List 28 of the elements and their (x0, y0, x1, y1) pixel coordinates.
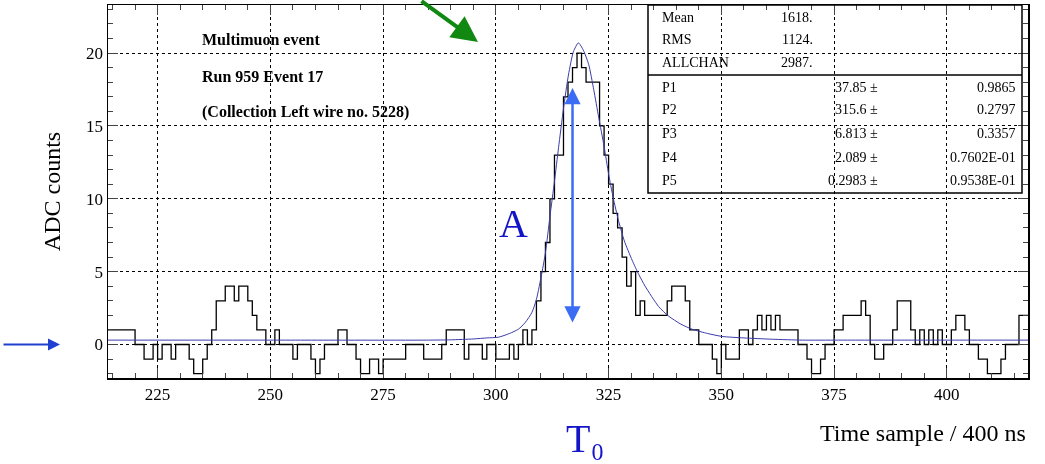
y-axis-title: ADC counts (39, 131, 66, 252)
x-tick-label: 250 (257, 384, 284, 404)
y-tick-label: 10 (86, 189, 104, 209)
text: P2 315.6 ± 0.2797 (662, 102, 1016, 117)
text: RMS 1124. (662, 32, 813, 47)
annotation: Run 959 Event 17 (202, 68, 324, 85)
x-tick-label: 375 (821, 384, 847, 404)
text: P5 0.2983 ± 0.9538E-01 (662, 173, 1016, 188)
y-tick-label: 15 (86, 116, 104, 136)
y-tick-label: 0 (94, 335, 104, 355)
text: Mean 1618. (662, 10, 813, 25)
annotation: A (499, 201, 528, 246)
text: P1 37.85 ± 0.9865 (662, 80, 1016, 95)
x-axis-title: Time sample / 400 ns (820, 420, 1026, 446)
text: P3 6.813 ± 0.3357 (662, 126, 1016, 141)
y-tick-label: 5 (94, 262, 104, 282)
x-tick-label: 325 (595, 384, 622, 404)
text: P4 2.089 ± 0.7602E-01 (662, 150, 1016, 165)
x-tick-label: 300 (483, 384, 509, 404)
text: ALLCHAN 2987. (662, 55, 813, 70)
y-tick-label: 20 (86, 44, 104, 64)
x-tick-label: 400 (934, 384, 960, 404)
x-tick-label: 350 (708, 384, 735, 404)
text: T₀ (566, 416, 605, 461)
x-tick-label: 275 (370, 384, 396, 404)
annotation: (Collection Left wire no. 5228) (202, 103, 410, 121)
annotation: Multimuon event (202, 31, 321, 48)
x-tick-label: 225 (144, 384, 171, 404)
